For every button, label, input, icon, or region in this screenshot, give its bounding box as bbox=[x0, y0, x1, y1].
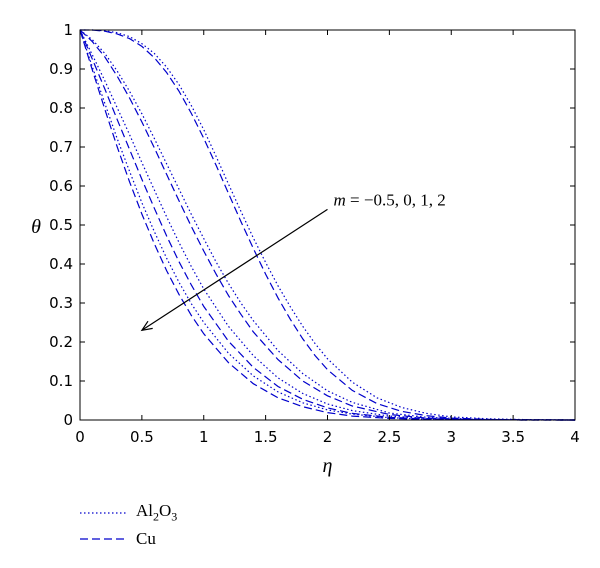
y-tick-label-5: 0.5 bbox=[49, 216, 73, 234]
x-tick-label-5: 2.5 bbox=[377, 428, 401, 446]
legend-swatch-dotted bbox=[80, 512, 128, 514]
series-line-0 bbox=[79, 29, 575, 421]
x-tick-label-8: 4 bbox=[570, 428, 580, 446]
series-line-1 bbox=[79, 29, 575, 421]
annotation-text: m = −0.5, 0, 1, 2 bbox=[334, 190, 446, 209]
annotation-arrowhead bbox=[140, 320, 153, 332]
y-tick-label-6: 0.6 bbox=[49, 177, 73, 195]
x-tick-label-7: 3.5 bbox=[501, 428, 525, 446]
legend-label-cu: Cu bbox=[136, 529, 156, 548]
series-line-2 bbox=[79, 29, 576, 421]
annotation-values: = −0.5, 0, 1, 2 bbox=[346, 190, 446, 209]
series-line-4 bbox=[79, 29, 576, 421]
y-tick-label-4: 0.4 bbox=[49, 255, 73, 273]
y-axis-title: θ bbox=[31, 216, 41, 238]
legend-item-al2o3: Al2O3 bbox=[80, 500, 177, 526]
series-line-5 bbox=[79, 29, 576, 421]
line-chart: 0 0.5 1 1.5 2 2.5 3 3.5 4 0 0.1 0.2 0.3 0.4 0.5 0.6 0.7 0… bbox=[31, 21, 580, 477]
annotation-variable: m bbox=[334, 190, 346, 209]
legend-item-cu: Cu bbox=[80, 526, 177, 552]
series-line-3 bbox=[79, 29, 575, 421]
x-tick-label-1: 0.5 bbox=[130, 428, 154, 446]
y-tick-label-0: 0 bbox=[63, 411, 73, 429]
x-tick-label-3: 1.5 bbox=[254, 428, 278, 446]
x-tick-label-2: 1 bbox=[199, 428, 209, 446]
y-tick-label-3: 0.3 bbox=[49, 294, 73, 312]
y-tick-label-10: 1 bbox=[63, 21, 73, 39]
y-tick-label-8: 0.8 bbox=[49, 99, 73, 117]
plot-frame bbox=[79, 29, 576, 421]
x-tick-label-4: 2 bbox=[323, 428, 333, 446]
annotation-arrow bbox=[141, 208, 328, 331]
legend: Al2O3 Cu bbox=[80, 500, 177, 552]
series-line-7 bbox=[80, 29, 576, 421]
series-layer bbox=[79, 29, 576, 421]
y-tick-label-1: 0.1 bbox=[49, 372, 73, 390]
x-axis-title: η bbox=[323, 455, 333, 477]
x-tick-label-0: 0 bbox=[75, 428, 85, 446]
y-tick-label-9: 0.9 bbox=[49, 60, 73, 78]
x-tick-label-6: 3 bbox=[446, 428, 456, 446]
series-line-6 bbox=[80, 29, 576, 421]
tick-layer: 0 0.5 1 1.5 2 2.5 3 3.5 4 0 0.1 0.2 0.3 0.4 0.5 0.6 0.7 0… bbox=[49, 21, 580, 446]
annotation: m = −0.5, 0, 1, 2 bbox=[140, 190, 446, 332]
y-tick-label-2: 0.2 bbox=[49, 333, 73, 351]
legend-label-al2o3: Al2O3 bbox=[136, 501, 178, 524]
legend-swatch-dashed bbox=[80, 538, 128, 540]
y-tick-label-7: 0.7 bbox=[49, 138, 73, 156]
